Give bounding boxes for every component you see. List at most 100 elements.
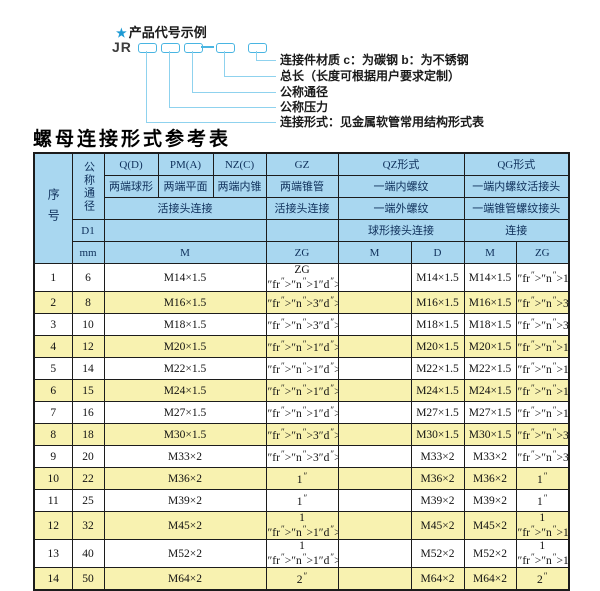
cell-gz-zg: ″fr″>″n″>3″d″>4″ bbox=[265, 423, 339, 446]
connector-line bbox=[169, 51, 170, 107]
cell-serial: 1 bbox=[33, 263, 73, 292]
cell-qz-m bbox=[337, 539, 412, 568]
cell-gz-zg: 1″ bbox=[265, 467, 339, 490]
cell-m: M16×1.5 bbox=[103, 291, 267, 314]
cell-qg-m: M14×1.5 bbox=[463, 263, 517, 292]
cell-qg-zg: 1 ″fr″>″n″>1″d″>2″ bbox=[515, 539, 570, 568]
cell-serial: 2 bbox=[33, 291, 73, 314]
header-pm: PM(A) bbox=[157, 152, 214, 176]
reference-table: 序号 公称通径 Q(D) PM(A) NZ(C) GZ QZ形式 QG形式 两端… bbox=[33, 152, 571, 591]
table-row: 10 22 M36×2 1″ M36×2 M36×2 1″ bbox=[33, 467, 570, 490]
cell-serial: 4 bbox=[33, 335, 73, 358]
cell-m: M33×2 bbox=[103, 445, 267, 468]
connector-line bbox=[224, 51, 225, 76]
header-gz-union-connection: 活接头连接 bbox=[265, 197, 339, 220]
header-serial: 序号 bbox=[33, 152, 73, 264]
header-d1: D1 bbox=[71, 219, 105, 242]
connector-line bbox=[192, 51, 193, 92]
cell-qg-zg: ″fr″>″n″>1″d″>4″ bbox=[515, 263, 570, 292]
cell-qg-m: M36×2 bbox=[463, 467, 517, 490]
table-row: 818M30×1.5″fr″>″n″>3″d″>4″M30×1.5M30×1.5… bbox=[33, 423, 570, 446]
cell-qg-m: M27×1.5 bbox=[463, 401, 517, 424]
header-qz-sub3: 球形接头连接 bbox=[337, 219, 465, 242]
cell-m: M30×1.5 bbox=[103, 423, 267, 446]
header-qz: QZ形式 bbox=[337, 152, 465, 176]
cell-qz-m bbox=[337, 263, 412, 292]
cell-dn: 15 bbox=[71, 379, 105, 402]
cell-dn: 18 bbox=[71, 423, 105, 446]
cell-qz-m bbox=[337, 313, 412, 336]
cell-qg-m: M45×2 bbox=[463, 511, 517, 540]
cell-qz-d: M33×2 bbox=[410, 445, 465, 468]
cell-qz-m bbox=[337, 379, 412, 402]
cell-qz-m bbox=[337, 423, 412, 446]
cell-serial: 8 bbox=[33, 423, 73, 446]
table-title: 螺母连接形式参考表 bbox=[33, 129, 232, 150]
table-row: 716M27×1.5″fr″>″n″>1″d″>2″M27×1.5M27×1.5… bbox=[33, 401, 570, 424]
cell-serial: 11 bbox=[33, 489, 73, 512]
code-box-3 bbox=[184, 43, 203, 53]
header-m: M bbox=[103, 241, 267, 264]
cell-qg-zg: ″fr″>″n″>1″d″>2″ bbox=[515, 335, 570, 358]
header-qg-m: M bbox=[463, 241, 517, 264]
cell-gz-zg: 1 ″fr″>″n″>1″d″>4″ bbox=[265, 511, 339, 540]
header-gz-sub: 两端锥管 bbox=[265, 175, 339, 198]
cell-qg-m: M39×2 bbox=[463, 489, 517, 512]
cell-gz-zg: ″fr″>″n″>3″d″>4″ bbox=[265, 445, 339, 468]
cell-qg-m: M33×2 bbox=[463, 445, 517, 468]
cell-gz-zg: 1″ bbox=[265, 489, 339, 512]
connector-line bbox=[146, 122, 276, 123]
header-qg-sub1: 一端内螺纹活接头 bbox=[463, 175, 570, 198]
cell-qg-m: M16×1.5 bbox=[463, 291, 517, 314]
code-dash bbox=[201, 46, 214, 48]
cell-qg-zg: 1″ bbox=[515, 467, 570, 490]
table-row: 615M24×1.5″fr″>″n″>1″d″>2″M24×1.5M24×1.5… bbox=[33, 379, 570, 402]
header-mm: mm bbox=[71, 241, 105, 264]
cell-qz-d: M45×2 bbox=[410, 511, 465, 540]
cell-qz-d: M30×1.5 bbox=[410, 423, 465, 446]
cell-qz-d: M52×2 bbox=[410, 539, 465, 568]
cell-gz-zg: ″fr″>″n″>3″d″>8″ bbox=[265, 313, 339, 336]
code-box-2 bbox=[161, 43, 180, 53]
header-dn: 公称通径 bbox=[71, 152, 105, 220]
cell-serial: 6 bbox=[33, 379, 73, 402]
header-qg: QG形式 bbox=[463, 152, 570, 176]
connector-line bbox=[256, 60, 276, 61]
cell-qg-zg: ″fr″>″n″>3″d″>4″ bbox=[515, 423, 570, 446]
connector-line bbox=[192, 92, 276, 93]
connector-line bbox=[169, 107, 276, 108]
cell-qg-zg: ″fr″>″n″>1″d″>2″ bbox=[515, 379, 570, 402]
label-total-length: 总长（长度可根据用户要求定制） bbox=[280, 69, 461, 83]
table-row: 14 50 M64×2 2″ M64×2 M64×2 2″ bbox=[33, 567, 570, 591]
cell-qg-zg: ″fr″>″n″>1″d″>2″ bbox=[515, 401, 570, 424]
cell-qg-m: M30×1.5 bbox=[463, 423, 517, 446]
header-pm-sub: 两端平面 bbox=[157, 175, 214, 198]
cell-dn: 50 bbox=[71, 567, 105, 591]
cell-qg-zg: 1″ bbox=[515, 489, 570, 512]
header-qz-m: M bbox=[337, 241, 412, 264]
product-code-example-label: 产品代号示例 bbox=[128, 25, 207, 40]
cell-m: M45×2 bbox=[103, 511, 267, 540]
cell-qg-m: M20×1.5 bbox=[463, 335, 517, 358]
cell-dn: 10 bbox=[71, 313, 105, 336]
code-box-4 bbox=[216, 43, 235, 53]
cell-m: M52×2 bbox=[103, 539, 267, 568]
cell-dn: 14 bbox=[71, 357, 105, 380]
header-empty bbox=[265, 219, 339, 242]
header-qz-sub2: 一端外螺纹 bbox=[337, 197, 465, 220]
cell-qg-m: M24×1.5 bbox=[463, 379, 517, 402]
header-qg-zg: ZG bbox=[515, 241, 570, 264]
table-header: 序号 公称通径 Q(D) PM(A) NZ(C) GZ QZ形式 QG形式 两端… bbox=[33, 152, 570, 264]
cell-dn: 40 bbox=[71, 539, 105, 568]
cell-gz-zg: ″fr″>″n″>1″d″>2″ bbox=[265, 401, 339, 424]
cell-serial: 12 bbox=[33, 511, 73, 540]
cell-serial: 5 bbox=[33, 357, 73, 380]
cell-m: M39×2 bbox=[103, 489, 267, 512]
table-row: 412M20×1.5″fr″>″n″>1″d″>2″M20×1.5M20×1.5… bbox=[33, 335, 570, 358]
cell-qg-zg: 2″ bbox=[515, 567, 570, 591]
cell-m: M18×1.5 bbox=[103, 313, 267, 336]
connector-line bbox=[224, 76, 276, 77]
